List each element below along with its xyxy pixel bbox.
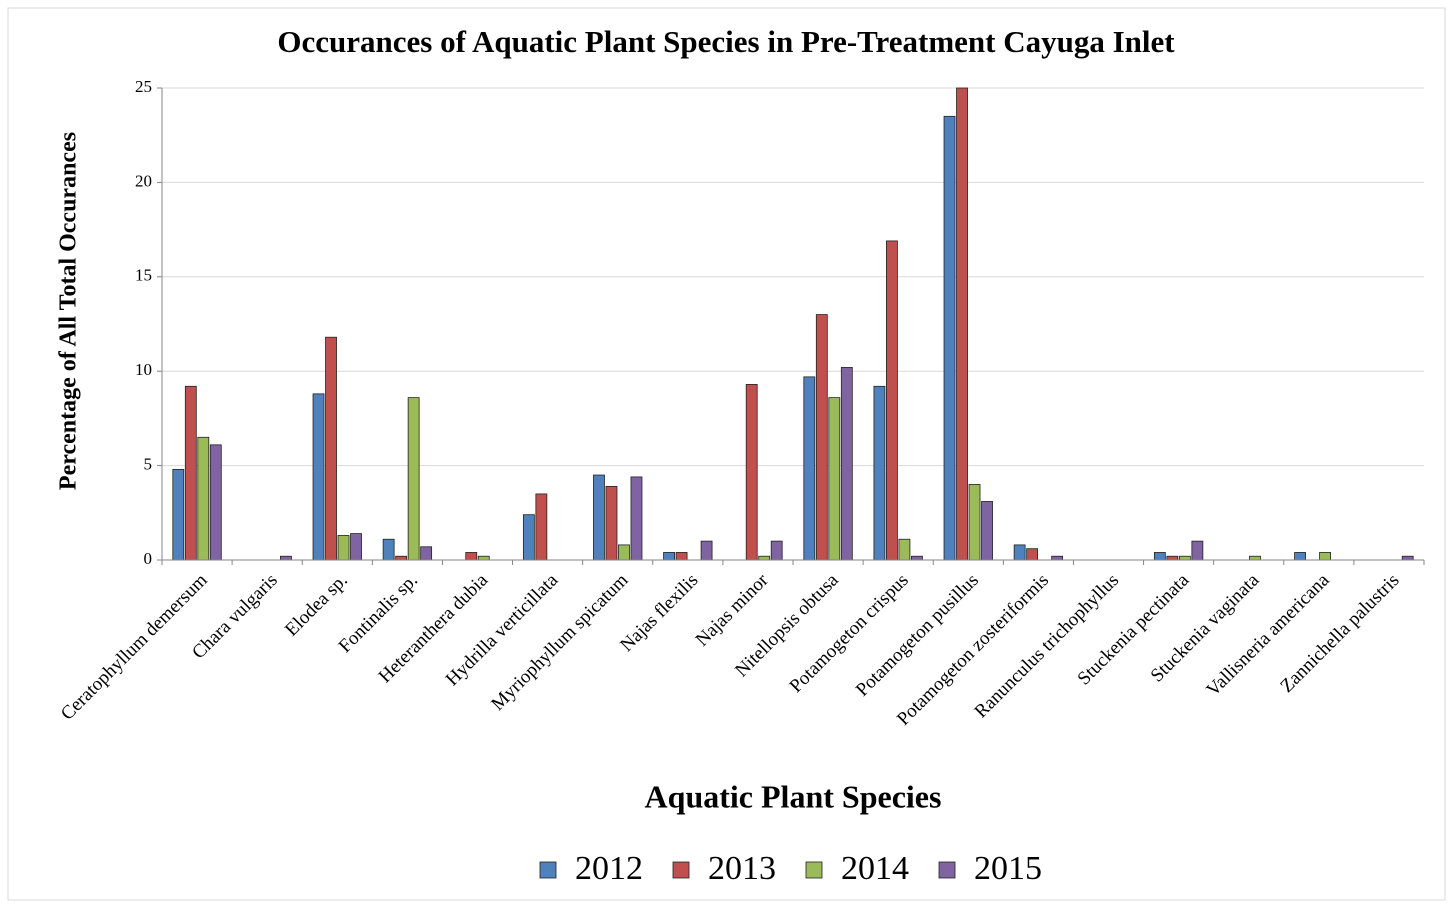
bar	[675, 552, 688, 561]
y-tick-label: 5	[144, 455, 153, 474]
bar	[350, 533, 362, 561]
legend-swatch	[539, 861, 557, 879]
legend-label: 2013	[708, 850, 776, 887]
bar	[477, 555, 490, 561]
y-tick-label: 20	[135, 171, 152, 190]
legend-label: 2015	[974, 850, 1042, 887]
bar	[943, 115, 956, 561]
bar	[1026, 548, 1039, 561]
bar	[663, 552, 675, 561]
bar	[312, 393, 325, 561]
bar	[815, 314, 828, 561]
bar	[968, 484, 981, 561]
bar	[605, 485, 618, 561]
bar	[803, 376, 816, 561]
bar	[172, 468, 185, 561]
bar	[911, 555, 923, 561]
legend-swatch	[938, 861, 956, 879]
bar	[630, 476, 643, 561]
bar	[209, 444, 222, 561]
chart-border	[7, 7, 1446, 901]
bar	[382, 538, 395, 561]
y-tick-label: 15	[135, 266, 152, 285]
bar	[407, 397, 420, 561]
legend-swatch	[672, 861, 690, 879]
bar	[956, 87, 968, 561]
bar	[770, 540, 783, 561]
bar	[1051, 555, 1064, 561]
legend-label: 2012	[575, 850, 643, 887]
y-axis-title: Percentage of All Total Occurances	[56, 132, 82, 490]
bar	[395, 555, 408, 561]
bar	[840, 367, 853, 561]
legend-swatch	[805, 861, 823, 879]
x-axis-title: Aquatic Plant Species	[645, 778, 942, 814]
y-tick-label: 25	[135, 77, 152, 96]
bar	[758, 555, 771, 561]
y-tick-label: 10	[135, 360, 152, 379]
bar	[886, 240, 898, 561]
chart-title: Occurances of Aquatic Plant Species in P…	[277, 24, 1175, 59]
bar	[465, 552, 478, 561]
bar	[1319, 552, 1331, 561]
bar	[1178, 555, 1191, 561]
bar	[1249, 555, 1261, 561]
bar	[184, 385, 197, 561]
bar	[420, 546, 433, 561]
bar	[1153, 552, 1166, 561]
bar	[700, 540, 713, 561]
bar	[873, 385, 886, 561]
bar	[280, 555, 292, 561]
bar	[898, 538, 911, 561]
bar	[745, 384, 758, 561]
bar	[337, 535, 350, 561]
bar	[522, 514, 535, 561]
bar	[981, 501, 993, 561]
y-tick-label: 0	[144, 549, 153, 568]
bar	[325, 336, 337, 561]
bar	[1401, 555, 1414, 561]
bar	[618, 544, 630, 561]
bar	[593, 474, 605, 561]
bar	[1166, 555, 1179, 561]
bar	[1294, 552, 1306, 561]
bar	[1191, 540, 1204, 561]
bar	[197, 436, 210, 561]
bar	[1013, 544, 1026, 561]
bar	[535, 493, 548, 561]
bar	[828, 397, 841, 561]
legend-label: 2014	[841, 850, 909, 887]
